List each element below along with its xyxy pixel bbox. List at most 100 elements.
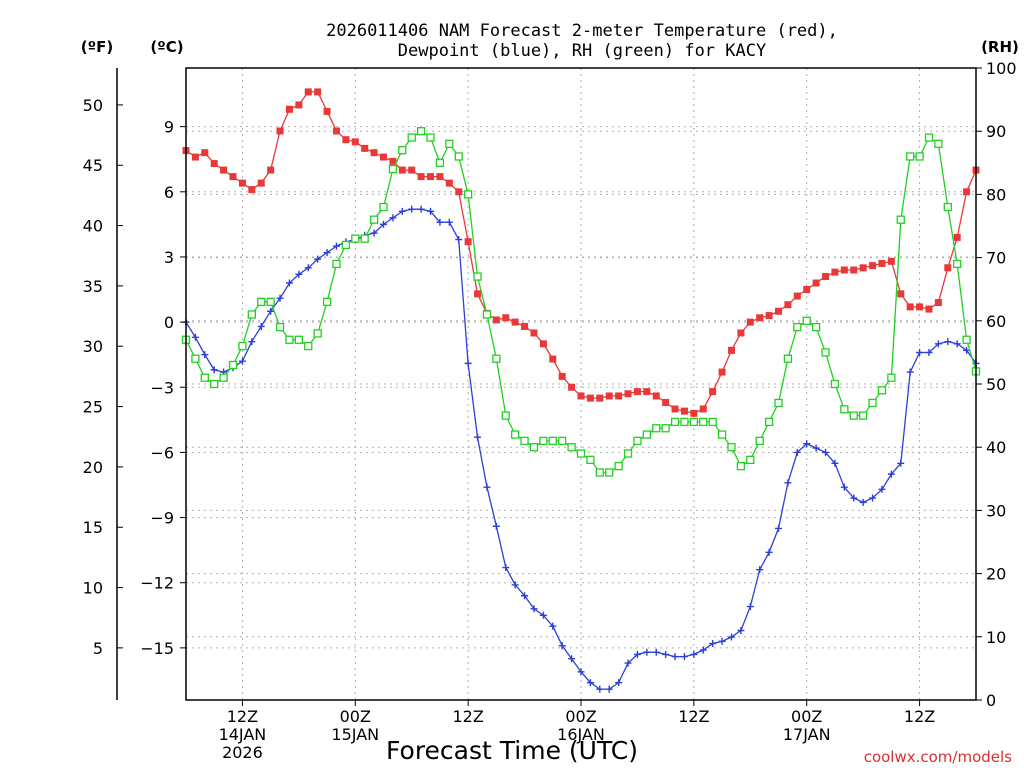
rh-point xyxy=(332,259,341,269)
temperature-point xyxy=(492,316,500,324)
temperature-point xyxy=(756,314,764,322)
temperature-point xyxy=(521,322,529,330)
rh-point xyxy=(858,411,868,420)
rh-point xyxy=(322,297,332,306)
rh-tick-label: 100 xyxy=(986,59,1017,78)
dewpoint-point xyxy=(916,349,924,357)
temperature-point xyxy=(963,188,971,196)
dewpoint-point xyxy=(605,685,613,693)
temperature-point xyxy=(380,153,387,161)
temperature-point xyxy=(304,88,312,96)
dewpoint-point xyxy=(652,648,660,656)
dewpoint-point xyxy=(840,483,848,491)
dewpoint-point xyxy=(238,357,246,365)
temperature-point xyxy=(332,127,340,135)
x-tick-label: 14JAN xyxy=(219,725,267,744)
dewpoint-point xyxy=(492,522,500,530)
dewpoint-point xyxy=(389,214,397,222)
dewpoint-point xyxy=(953,340,961,348)
temperature-point xyxy=(568,383,576,391)
temperature-point xyxy=(718,368,726,376)
rh-tick-label: 40 xyxy=(986,438,1006,457)
rh-point xyxy=(953,259,962,269)
rh-point xyxy=(210,379,219,389)
dewpoint-point xyxy=(314,255,322,263)
temperature-point xyxy=(351,138,359,146)
rh-point xyxy=(388,164,398,174)
rh-point xyxy=(915,152,924,161)
dewpoint-point xyxy=(323,249,331,257)
c-tick-label: −3 xyxy=(150,378,174,397)
temperature-point xyxy=(652,392,660,400)
rh-point xyxy=(755,436,764,446)
dewpoint-point xyxy=(304,264,312,272)
dewpoint-point xyxy=(859,498,867,506)
temperature-point xyxy=(511,318,519,326)
dewpoint-point xyxy=(539,611,547,619)
dewpoint-point xyxy=(887,470,895,478)
rh-point xyxy=(868,398,877,408)
rh-point xyxy=(943,202,952,212)
rh-point xyxy=(605,468,614,477)
rh-tick-label: 70 xyxy=(986,249,1006,268)
dewpoint-point xyxy=(427,207,435,215)
rh-tick-label: 0 xyxy=(986,691,996,710)
dewpoint-point xyxy=(370,229,378,237)
rh-tick-label: 50 xyxy=(986,375,1006,394)
rh-point xyxy=(426,133,435,142)
temperature-point xyxy=(859,264,867,272)
dewpoint-point xyxy=(633,650,641,658)
rh-tick-label: 30 xyxy=(986,501,1006,520)
temperature-point xyxy=(746,318,754,326)
dewpoint-point xyxy=(455,236,463,244)
chart-title-line-2: Dewpoint (blue), RH (green) for KACY xyxy=(398,41,766,61)
dewpoint-point xyxy=(906,368,914,376)
rh-point xyxy=(924,133,934,142)
rh-point xyxy=(539,436,548,446)
rh-point xyxy=(840,405,849,414)
temperature-point xyxy=(878,259,886,267)
dewpoint-point xyxy=(285,279,293,287)
c-tick-label: 9 xyxy=(164,118,174,137)
dewpoint-point xyxy=(267,307,275,315)
dewpoint-point xyxy=(643,648,651,656)
dewpoint-point xyxy=(276,294,284,302)
x-tick-label: 12Z xyxy=(904,707,935,726)
rh-point xyxy=(849,411,858,420)
dewpoint-point xyxy=(530,605,538,613)
temperature-point xyxy=(229,173,237,181)
temperature-point xyxy=(248,186,256,194)
dewpoint-point xyxy=(662,650,670,658)
temperature-point xyxy=(257,179,265,187)
temperature-point xyxy=(615,392,623,400)
rh-point xyxy=(746,455,755,464)
temperature-point xyxy=(699,405,707,413)
temperature-point xyxy=(285,105,293,113)
rh-point xyxy=(736,462,746,471)
x-tick-label: 17JAN xyxy=(783,725,831,744)
dewpoint-point xyxy=(549,622,557,630)
temperature-point xyxy=(539,340,547,348)
temperature-point xyxy=(925,305,933,313)
dewpoint-point xyxy=(248,338,256,346)
rh-point xyxy=(247,310,256,319)
rh-tick-label: 10 xyxy=(986,628,1006,647)
temperature-point xyxy=(605,392,613,400)
rh-point xyxy=(191,354,200,363)
rh-point xyxy=(416,127,426,136)
temperature-point xyxy=(342,136,350,144)
x-tick-label: 00Z xyxy=(791,707,822,726)
dewpoint-point xyxy=(793,448,801,456)
temperature-point xyxy=(502,314,510,322)
dewpoint-point xyxy=(332,242,340,250)
temperature-point xyxy=(577,392,585,400)
rh-point xyxy=(360,234,369,243)
f-tick-label: 30 xyxy=(83,337,103,356)
dewpoint-point xyxy=(257,322,265,330)
temperature-point xyxy=(361,144,369,152)
dewpoint-point xyxy=(897,459,905,467)
temperature-point xyxy=(727,346,735,354)
temperature-point xyxy=(840,266,848,274)
rh-point xyxy=(435,158,445,167)
